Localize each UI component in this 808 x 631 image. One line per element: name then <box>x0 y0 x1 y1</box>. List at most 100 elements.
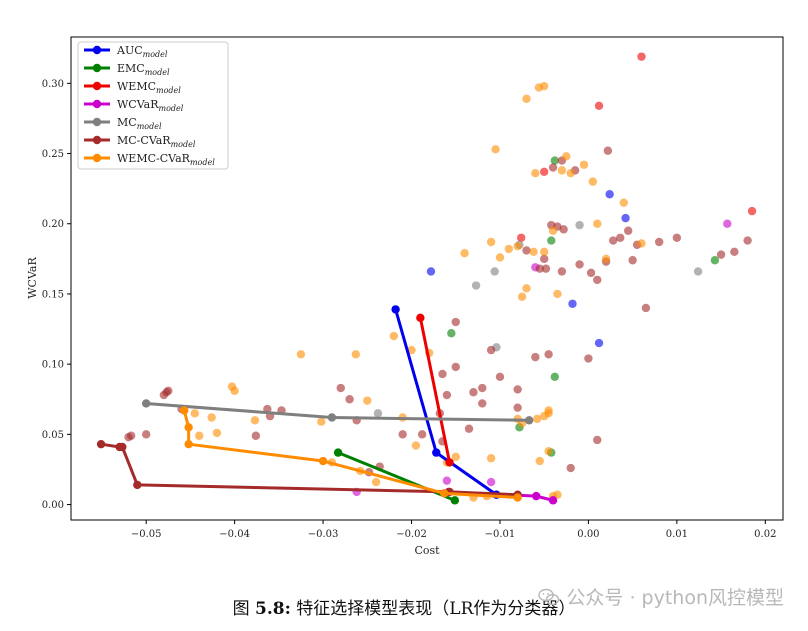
point-wemc-cvar <box>486 237 496 247</box>
plot-frame <box>70 36 784 521</box>
point-mc-cvar <box>716 250 726 259</box>
line-marker-wcvar <box>532 491 541 501</box>
line-marker-wemc-cvar <box>318 456 328 466</box>
point-wemc-cvar <box>407 345 416 355</box>
y-tick-label: 0.00 <box>42 500 64 511</box>
point-wemc-cvar <box>371 477 381 487</box>
point-mc <box>693 267 703 276</box>
x-tick-label: −0.02 <box>396 529 427 540</box>
point-wemc-cvar <box>562 152 571 161</box>
point-mc-cvar <box>345 395 354 404</box>
x-tick-label: −0.05 <box>131 529 162 540</box>
point-wemc-cvar <box>588 177 598 186</box>
point-emc <box>550 372 560 381</box>
point-mc-cvar <box>539 254 549 264</box>
x-tick-label: −0.04 <box>219 529 250 540</box>
x-tick-label: 0.02 <box>754 529 776 540</box>
point-wemc-cvar <box>250 416 260 425</box>
point-wemc-cvar <box>601 254 611 264</box>
point-mc-cvar <box>451 317 460 327</box>
line-marker-mc <box>327 413 337 422</box>
legend-marker-wemc <box>92 81 102 91</box>
point-wemc-cvar <box>411 441 421 450</box>
line-marker-wemc-cvar <box>180 406 189 415</box>
point-wemc-cvar <box>553 490 562 499</box>
line-marker-mc-cvar <box>96 439 106 449</box>
legend-label-wcvar: WCVaRmodel <box>117 98 184 113</box>
point-wemc-cvar <box>207 413 216 422</box>
point-wemc-cvar <box>544 447 553 456</box>
line-marker-wemc-cvar <box>513 493 522 502</box>
line-wemc <box>418 317 452 463</box>
series-lines-group <box>96 305 558 505</box>
point-mc-cvar <box>126 431 136 440</box>
point-mc-cvar <box>603 146 613 155</box>
y-axis-ticks: 0.00 0.05 0.10 0.15 0.20 0.25 0.30 <box>42 79 71 511</box>
point-mc-cvar <box>478 383 487 393</box>
point-emc <box>550 156 560 165</box>
y-tick-label: 0.05 <box>42 430 64 441</box>
point-mc-cvar <box>593 275 602 285</box>
legend-box <box>77 41 229 170</box>
point-wemc <box>539 167 549 176</box>
watermark-text: 公众号 · python风控模型 <box>566 587 784 609</box>
line-marker-wemc-cvar <box>440 489 449 498</box>
point-mc-cvar <box>557 267 567 276</box>
point-mc-cvar <box>575 260 584 269</box>
x-axis-label: Cost <box>414 544 440 557</box>
point-wemc-cvar <box>460 249 469 258</box>
point-wemc <box>516 233 526 242</box>
point-wemc-cvar <box>548 226 558 235</box>
point-wcvar <box>723 219 732 228</box>
x-axis-ticks: −0.05 −0.04 −0.03 −0.02 −0.01 0.00 0.01 0.02 <box>131 520 776 540</box>
legend: AUCmodel EMCmodel WEMCmodel WCVaRmodel MCmod… <box>77 41 229 170</box>
point-mc <box>373 409 383 418</box>
point-mc-cvar <box>495 372 505 381</box>
legend-label-wemc: WEMCmodel <box>117 80 181 95</box>
figure-caption: 图 5.8: 特征选择模型表现（LR作为分类器） <box>0 594 808 619</box>
line-marker-wemc <box>416 313 425 323</box>
point-mc-cvar <box>548 163 558 172</box>
line-marker-emc <box>450 496 460 505</box>
point-wemc-cvar <box>351 350 360 359</box>
point-wemc-cvar <box>504 244 514 254</box>
x-tick-label: 0.01 <box>666 529 688 540</box>
point-mc-cvar <box>544 350 553 359</box>
point-mc-cvar <box>616 233 625 242</box>
point-mc-cvar <box>522 246 531 255</box>
point-auc <box>594 338 604 348</box>
point-mc-cvar <box>478 399 487 408</box>
point-wemc-cvar <box>529 247 538 257</box>
point-wemc-cvar <box>522 94 531 103</box>
x-tick-label: −0.03 <box>308 529 339 540</box>
legend-marker-emc <box>92 63 102 73</box>
y-tick-label: 0.25 <box>42 149 64 160</box>
point-mc-cvar <box>624 226 633 235</box>
line-marker-emc <box>333 448 343 457</box>
point-wemc-cvar <box>566 168 575 178</box>
point-wemc-cvar <box>593 219 602 228</box>
point-mc-cvar <box>486 345 496 355</box>
point-wemc-cvar <box>532 414 542 424</box>
point-wemc-cvar <box>486 454 496 463</box>
point-wemc-cvar <box>637 239 646 248</box>
point-wemc-cvar <box>535 456 544 466</box>
point-mc-cvar <box>641 303 651 313</box>
y-axis-label: WCVaR <box>26 257 39 299</box>
watermark: 公众号 · python风控模型 <box>538 583 784 610</box>
point-wemc-cvar <box>579 160 589 169</box>
point-wemc-cvar <box>513 242 522 251</box>
point-mc-cvar <box>672 233 682 242</box>
line-marker-mc <box>524 416 534 425</box>
point-wemc <box>594 101 604 110</box>
point-mc-cvar <box>743 236 752 245</box>
point-wcvar <box>486 477 496 487</box>
line-marker-wemc-cvar <box>184 439 193 449</box>
y-tick-label: 0.10 <box>42 360 64 371</box>
point-wemc-cvar <box>195 431 204 440</box>
scatter-chart: −0.05 −0.04 −0.03 −0.02 −0.01 0.00 0.01 0.02 0.… <box>26 36 784 557</box>
x-tick-label: −0.01 <box>485 529 516 540</box>
point-mc-cvar <box>438 369 447 379</box>
point-mc-cvar <box>513 403 522 412</box>
point-wemc-cvar <box>531 168 540 178</box>
